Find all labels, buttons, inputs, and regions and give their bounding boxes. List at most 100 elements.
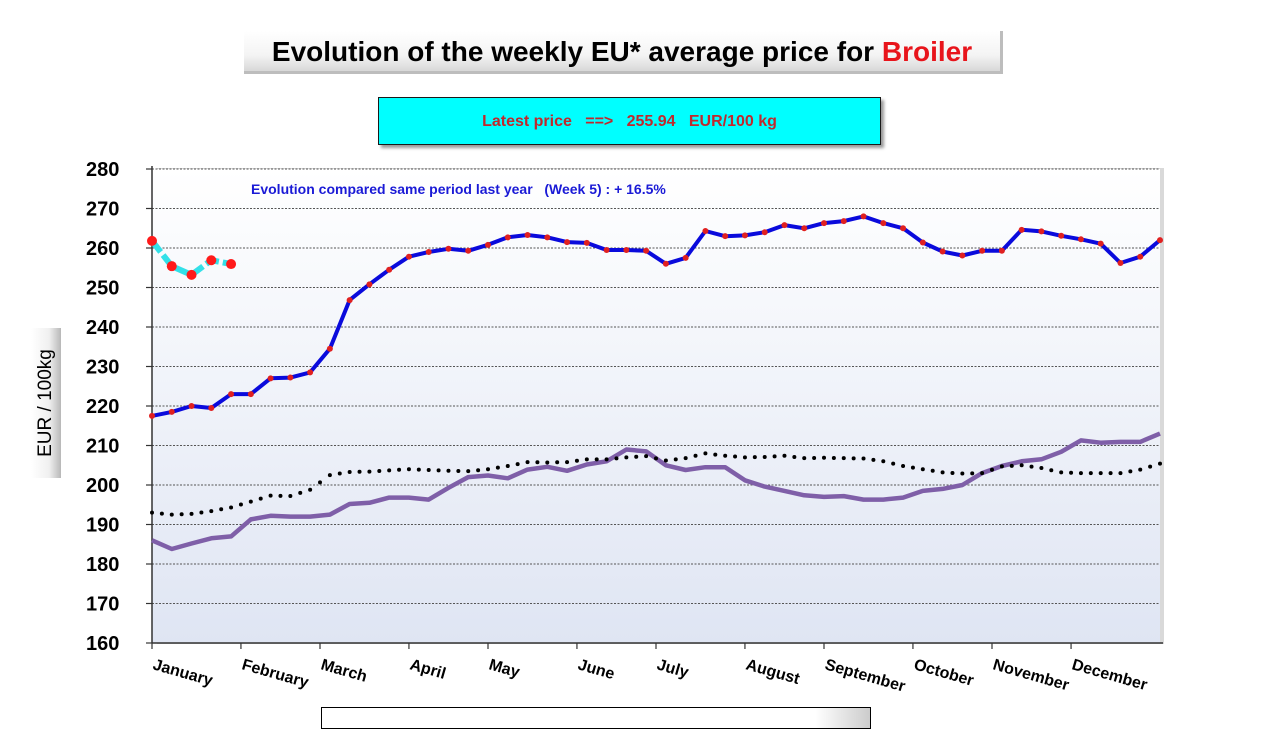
average-point — [693, 453, 698, 458]
previous-year-point — [623, 246, 630, 253]
previous-year-point — [524, 231, 531, 238]
average-point — [219, 507, 224, 512]
previous-year-point — [1157, 237, 1163, 244]
average-point — [169, 512, 174, 517]
bottom-box — [321, 707, 871, 729]
previous-year-point — [465, 247, 472, 254]
average-point — [515, 462, 520, 467]
y-tick-label: 230 — [86, 357, 119, 379]
y-tick-label: 200 — [86, 475, 119, 497]
y-tick-label: 270 — [86, 199, 119, 221]
average-point — [357, 469, 362, 474]
previous-year-point — [326, 345, 333, 352]
average-point — [318, 480, 322, 485]
series-previous-year-line — [151, 214, 1162, 418]
previous-year-point — [603, 246, 610, 253]
chart-title-highlight: Broiler — [881, 36, 973, 67]
previous-year-point — [900, 225, 907, 232]
average-point — [505, 464, 510, 469]
average-point — [367, 469, 372, 474]
average-point — [1059, 470, 1064, 475]
average-point — [229, 505, 234, 510]
average-point — [150, 510, 154, 515]
y-axis: 160 170 180 190 200 210 220 230 240 250 260 270 280 — [86, 159, 153, 655]
y-tick-label: 250 — [86, 278, 119, 300]
x-tick-label-may: May — [487, 657, 522, 682]
average-point — [891, 461, 896, 466]
average-point — [436, 468, 441, 473]
average-point — [752, 455, 757, 460]
y-tick-label: 220 — [86, 396, 119, 418]
previous-year-point — [998, 247, 1005, 254]
average-point — [713, 452, 718, 457]
average-point — [426, 467, 431, 472]
average-point — [1019, 463, 1024, 468]
average-point — [831, 455, 836, 460]
average-point — [347, 469, 352, 474]
average-point — [337, 471, 342, 476]
average-point — [841, 456, 846, 461]
average-point — [742, 455, 747, 460]
latest-price-box: Latest price ==> 255.94 EUR/100 kg — [378, 97, 881, 145]
previous-year-point — [564, 239, 571, 246]
x-tick-label-january: January — [151, 657, 215, 690]
average-point — [782, 453, 787, 458]
average-point — [1118, 471, 1123, 476]
previous-year-point — [821, 220, 827, 227]
average-point — [950, 470, 955, 475]
average-point — [397, 467, 402, 472]
average-point — [545, 460, 550, 465]
average-point — [258, 496, 263, 501]
current-year-point — [166, 261, 177, 272]
average-point — [861, 456, 866, 461]
average-point — [980, 471, 985, 476]
average-point — [802, 456, 807, 461]
average-point — [179, 512, 184, 517]
previous-year-point — [702, 228, 709, 235]
average-point — [654, 456, 658, 461]
previous-year-point — [880, 220, 887, 227]
average-point — [555, 460, 560, 465]
average-point — [446, 468, 451, 473]
x-tick-label-march: March — [319, 657, 369, 686]
y-tick-label: 180 — [86, 554, 119, 576]
average-point — [614, 456, 619, 461]
previous-year-point — [840, 218, 847, 225]
average-point — [387, 468, 392, 473]
y-tick-label: 170 — [86, 594, 119, 616]
x-tick-label-february: February — [240, 657, 311, 692]
latest-price-text: Latest price ==> 255.94 EUR/100 kg — [482, 113, 777, 130]
previous-year-point — [781, 222, 788, 229]
average-point — [604, 457, 609, 462]
average-point — [466, 469, 471, 474]
previous-year-point — [287, 374, 294, 381]
average-point — [199, 510, 204, 515]
previous-year-point — [366, 281, 373, 288]
average-point — [248, 499, 253, 504]
average-point — [209, 509, 214, 514]
y-tick-label: 280 — [86, 159, 119, 181]
y-tick-label: 190 — [86, 515, 119, 537]
x-axis: January February March April May June July Augu… — [151, 642, 1163, 696]
current-year-point — [226, 259, 237, 270]
x-tick-label-september: September — [823, 657, 907, 696]
average-point — [565, 460, 570, 465]
chart-title-text: Evolution of the weekly EU* average pric… — [271, 36, 882, 67]
average-point — [1078, 471, 1083, 476]
average-point — [999, 464, 1004, 469]
current-year-point — [186, 269, 197, 280]
previous-year-point — [1018, 226, 1025, 233]
average-point — [1158, 461, 1162, 466]
average-point — [278, 493, 283, 498]
average-point — [723, 453, 728, 458]
average-point — [871, 457, 876, 462]
previous-year-point — [643, 247, 650, 254]
x-tick-label-december: December — [1070, 657, 1149, 695]
average-point — [525, 460, 530, 465]
x-tick-label-april: April — [408, 657, 448, 683]
average-point — [970, 471, 975, 476]
series-average-dots — [150, 451, 1162, 517]
x-tick-label-june: June — [576, 657, 617, 684]
average-point — [1098, 471, 1103, 476]
series-previous-year-markers — [149, 213, 1163, 419]
